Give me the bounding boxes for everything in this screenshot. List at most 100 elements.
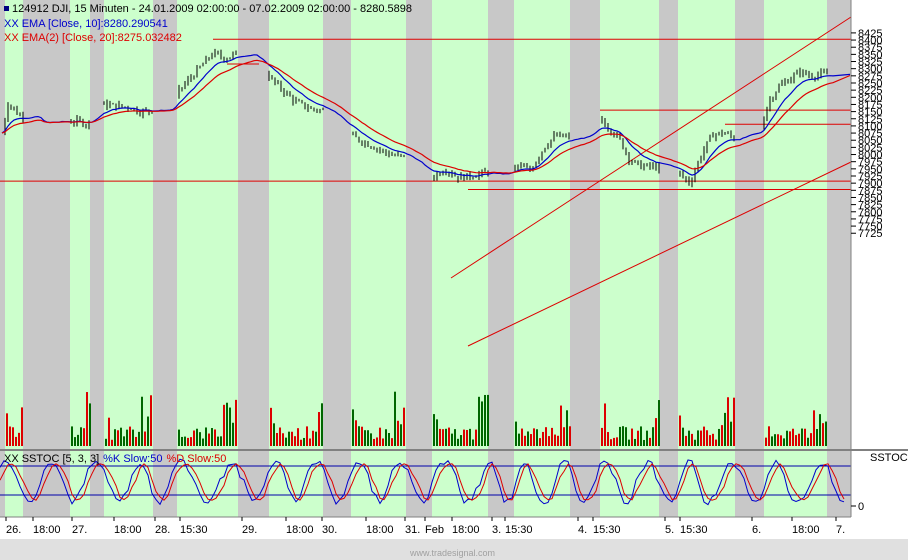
time-axis[interactable]: 26. 18:00 27. 18:00 28. 15:30 29. 18:00 30. 18:00… [0, 516, 908, 539]
volume-bar [786, 430, 788, 446]
stoch-axis[interactable]: SSTOC 0 [850, 451, 908, 517]
volume-bar [300, 439, 302, 446]
volume-bar [804, 428, 806, 446]
price-ticks: 8425840083758350832583008275825082258200… [851, 28, 882, 240]
volume-bar [813, 410, 815, 446]
volume-bar [460, 435, 462, 446]
volume-bar [478, 396, 480, 446]
volume-bar [211, 428, 213, 446]
volume-bar [679, 415, 681, 446]
volume-bar [521, 428, 523, 446]
volume-bar [807, 437, 809, 446]
volume-bar [563, 427, 565, 446]
volume-bar [637, 430, 639, 446]
stoch-panel[interactable] [0, 451, 851, 517]
stoch-legend[interactable]: XX SSTOC [5, 3, 3] %K Slow:50 %D Slow:50 [4, 453, 226, 465]
stoch-axis-bg [851, 451, 908, 517]
volume-bar [625, 427, 627, 446]
volume-bar [306, 426, 308, 446]
volume-bar [715, 439, 717, 446]
volume-bar [361, 426, 363, 446]
volume-bar [397, 420, 399, 446]
ema10-legend[interactable]: XX EMA [Close, 10]:8280.290541 [4, 18, 168, 30]
time-tick-label: 15:30 [593, 524, 621, 536]
volume-bar [436, 419, 438, 446]
volume-bar [643, 439, 645, 446]
price-tick-label: 8050 [858, 135, 882, 147]
volume-bar [730, 421, 732, 446]
session-band [514, 0, 570, 449]
stoch-zero-tick: 0 [858, 501, 864, 513]
price-panel[interactable] [0, 0, 852, 449]
stoch-session-band [5, 451, 23, 517]
volume-bar [297, 428, 299, 446]
stoch-k-label: %K Slow:50 [103, 453, 162, 465]
volume-bar [303, 437, 305, 446]
chart-title[interactable]: 124912 DJI, 15 Minuten - 24.01.2009 02:0… [12, 3, 412, 15]
volume-bar [566, 410, 568, 446]
ema20-legend[interactable]: XX EMA(2) [Close, 20]:8275.032482 [4, 32, 182, 44]
volume-bar [123, 436, 125, 446]
price-tick-label: 7950 [858, 164, 882, 176]
volume-bar [144, 431, 146, 446]
volume-bar [184, 436, 186, 446]
stoch-legend-name: SSTOC [5, 3, 3] [22, 453, 99, 465]
time-tick-label: 18:00 [286, 524, 314, 536]
price-tick-label: 8000 [858, 150, 882, 162]
volume-bar [655, 418, 657, 446]
volume-bar [205, 427, 207, 446]
volume-bar [352, 409, 354, 446]
price-tick-label: 8025 [858, 142, 882, 154]
time-axis-bg [0, 517, 908, 539]
stoch-header[interactable]: XX SSTOC [5, 3, 3] %K Slow:50 %D Slow:50 [4, 453, 226, 465]
price-tick-label: 8275 [858, 71, 882, 83]
volume-bar [721, 425, 723, 446]
time-tick-label: 15:30 [505, 524, 533, 536]
price-tick-label: 8325 [858, 57, 882, 69]
volume-bar [71, 426, 73, 446]
price-tick-label: 7825 [858, 200, 882, 212]
stoch-session-band [514, 451, 570, 517]
ema-10-line [1, 54, 851, 177]
volume-bar [141, 396, 143, 446]
stoch-d-label: %D Slow:50 [166, 453, 226, 465]
session-band [70, 0, 90, 449]
volume-bar [138, 431, 140, 446]
volume-bar [487, 394, 489, 446]
stoch-session-bands [0, 451, 851, 517]
time-tick-label: 31. [405, 524, 420, 536]
volume-bar [312, 430, 314, 446]
volume-bar [129, 426, 131, 446]
volume-bar [178, 429, 180, 446]
volume-bar [780, 435, 782, 446]
volume-bar [825, 421, 827, 446]
volume-bar [610, 439, 612, 446]
ema10-legend-prefix: XX [4, 18, 19, 30]
time-tick-label: 18:00 [366, 524, 394, 536]
stoch-session-band [70, 451, 90, 517]
volume-bar [111, 439, 113, 446]
volume-bar [226, 402, 228, 446]
horizontal-lines[interactable] [0, 38, 851, 190]
volume-bar [533, 428, 535, 446]
session-band [351, 0, 406, 449]
volume-bar [190, 437, 192, 446]
volume-bar [652, 427, 654, 446]
stoch-session-band [351, 451, 406, 517]
volume-bar [321, 403, 323, 446]
volume-bar [545, 427, 547, 446]
volume-bar [622, 426, 624, 446]
volume-bar [727, 397, 729, 446]
volume-bar [220, 436, 222, 446]
price-axis[interactable]: 8425840083758350832583008275825082258200… [850, 0, 908, 449]
time-tick-label: 18:00 [452, 524, 480, 536]
volume-bar [379, 427, 381, 446]
ema20-legend-prefix: XX [4, 32, 19, 44]
volume-bar [282, 433, 284, 446]
time-tick-label: 7. [836, 524, 845, 536]
chart-header[interactable]: 124912 DJI, 15 Minuten - 24.01.2009 02:0… [4, 3, 412, 44]
price-tick-label: 8175 [858, 99, 882, 111]
volume-bar [77, 434, 79, 446]
time-tick-label: 27. [72, 524, 87, 536]
